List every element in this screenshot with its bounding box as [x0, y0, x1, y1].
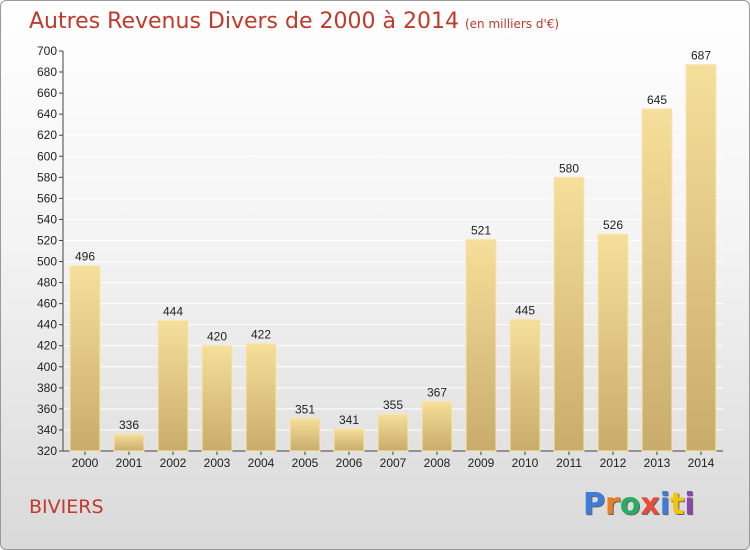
x-tick-label: 2011 — [556, 456, 582, 470]
x-tick-label: 2006 — [336, 456, 363, 470]
data-label: 336 — [119, 418, 139, 432]
data-label: 445 — [515, 303, 535, 317]
bar — [201, 345, 233, 452]
logo-letter: o — [619, 487, 641, 522]
bar — [465, 238, 497, 452]
x-tick-label: 2004 — [248, 456, 275, 470]
logo-letter: t — [670, 487, 685, 522]
bar — [377, 413, 409, 452]
bar — [421, 401, 453, 452]
data-label: 422 — [251, 328, 271, 342]
data-label: 645 — [647, 93, 667, 107]
logo-letter: i — [659, 487, 671, 522]
y-tick-label: 580 — [37, 170, 57, 184]
y-tick-label: 480 — [37, 276, 57, 290]
x-tick-label: 2003 — [204, 456, 231, 470]
y-tick-label: 500 — [37, 255, 57, 269]
bar — [69, 265, 101, 452]
data-label: 341 — [339, 413, 359, 427]
data-label: 420 — [207, 330, 227, 344]
y-tick-label: 620 — [37, 128, 57, 142]
y-tick-label: 540 — [37, 212, 57, 226]
y-tick-label: 320 — [37, 444, 57, 458]
y-tick-label: 380 — [37, 381, 57, 395]
chart-title-text: Autres Revenus Divers de 2000 à 2014 — [29, 9, 459, 34]
logo-letter: i — [684, 487, 695, 522]
bar — [553, 176, 585, 452]
data-label: 444 — [163, 304, 183, 318]
y-tick-label: 340 — [37, 423, 57, 437]
bar — [509, 318, 541, 452]
logo-letter: x — [640, 487, 660, 522]
logo-letter: r — [605, 487, 620, 522]
x-tick-label: 2014 — [688, 456, 715, 470]
x-tick-label: 2000 — [72, 456, 99, 470]
bar — [157, 319, 189, 452]
chart-title: Autres Revenus Divers de 2000 à 2014 (en … — [29, 9, 559, 34]
bar — [245, 343, 277, 452]
y-tick-label: 400 — [37, 360, 57, 374]
bar — [333, 428, 365, 452]
data-label: 526 — [603, 218, 623, 232]
bars — [69, 64, 717, 452]
y-tick-label: 640 — [37, 107, 57, 121]
place-name: BIVIERS — [29, 496, 104, 518]
bar — [641, 108, 673, 452]
chart-unit: (en milliers d'€) — [464, 17, 560, 31]
x-tick-label: 2009 — [468, 456, 495, 470]
data-label: 496 — [75, 250, 95, 264]
y-tick-label: 360 — [37, 402, 57, 416]
data-label: 687 — [691, 49, 711, 63]
x-tick-label: 2001 — [116, 456, 143, 470]
bar — [289, 417, 321, 452]
x-tick-label: 2005 — [292, 456, 319, 470]
data-label: 367 — [427, 386, 447, 400]
data-label: 355 — [383, 398, 403, 412]
bar — [597, 233, 629, 452]
y-tick-label: 660 — [37, 86, 57, 100]
y-tick-label: 460 — [37, 297, 57, 311]
data-label: 580 — [559, 161, 579, 175]
x-tick-label: 2012 — [600, 456, 627, 470]
y-tick-label: 440 — [37, 318, 57, 332]
y-tick-label: 700 — [37, 44, 57, 58]
proxiti-logo: Proxiti — [583, 487, 695, 522]
data-label: 351 — [295, 402, 315, 416]
y-tick-label: 420 — [37, 339, 57, 353]
y-tick-label: 520 — [37, 233, 57, 247]
y-tick-label: 600 — [37, 149, 57, 163]
x-tick-label: 2010 — [512, 456, 539, 470]
logo-letter: P — [583, 487, 605, 522]
x-tick-label: 2007 — [380, 456, 407, 470]
axes: 320 340 360 380 400 420 440 460 480 500 520 540 560 5… — [37, 44, 723, 470]
x-tick-label: 2008 — [424, 456, 451, 470]
data-label: 521 — [471, 223, 491, 237]
bar — [685, 64, 717, 452]
y-tick-label: 560 — [37, 191, 57, 205]
y-tick-label: 680 — [37, 65, 57, 79]
bar — [113, 433, 145, 452]
labels: 496 336 444 420 422 351 341 355 367 521 445 580 526 6… — [75, 49, 711, 432]
x-tick-label: 2013 — [644, 456, 671, 470]
x-tick-label: 2002 — [160, 456, 187, 470]
